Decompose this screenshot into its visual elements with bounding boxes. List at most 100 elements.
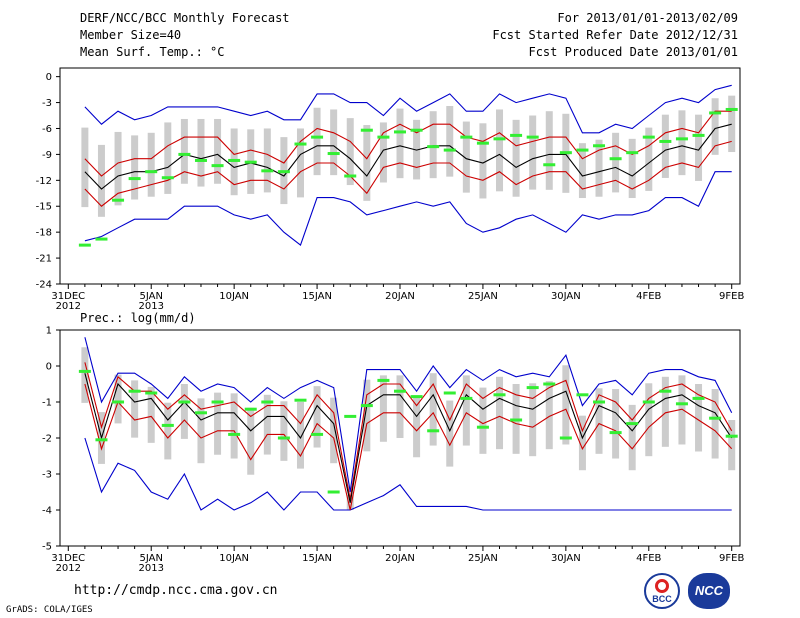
precip-x-tick-label: 9FEB	[719, 553, 744, 564]
precip-box-bar	[628, 404, 636, 471]
temp-obs-mark	[112, 198, 125, 202]
precip-box-bar	[330, 397, 338, 464]
precip-box-bar	[147, 386, 155, 443]
precip-obs-mark	[510, 418, 523, 422]
temp-min-line	[84, 171, 732, 247]
precip-obs-mark	[112, 400, 125, 404]
bcc-logo: BCC	[644, 573, 680, 609]
temp-box-bar	[479, 123, 487, 199]
temp-obs-mark	[394, 130, 406, 134]
temp-obs-mark	[593, 144, 606, 148]
precip-obs-mark	[344, 414, 357, 418]
fcst-started-date: Fcst Started Refer Date 2012/12/31	[492, 28, 738, 42]
precip-box-bar	[595, 388, 603, 454]
temp-obs-mark	[327, 152, 340, 156]
bcc-logo-text: BCC	[652, 594, 672, 604]
temp-box-bar	[379, 122, 387, 183]
precip-x-tick-label: 5JAN	[139, 553, 162, 564]
temp-box-bar	[147, 132, 155, 197]
temp-obs-mark	[228, 158, 241, 162]
precip-obs-mark	[609, 431, 622, 435]
precip-box-bar	[529, 383, 537, 457]
temp-obs-mark	[145, 170, 158, 174]
temp-obs-mark	[344, 174, 357, 178]
temp-x-tick-label: 15JAN	[302, 291, 332, 302]
precip-obs-mark	[294, 398, 307, 402]
temp-obs-mark	[460, 135, 473, 139]
precip-obs-mark	[709, 416, 722, 420]
temp-box-bar	[164, 122, 172, 194]
temp-obs-mark	[427, 145, 440, 149]
precip-box-bar	[413, 396, 421, 458]
precip-obs-mark	[211, 400, 224, 404]
temp-obs-mark	[360, 128, 373, 132]
precip-y-tick-label: 1	[46, 326, 52, 337]
precip-x-tick-label: 4FEB	[636, 553, 661, 564]
temp-box-bar	[728, 95, 736, 153]
precip-box-bar	[379, 375, 387, 442]
temp-x-tick-label: 10JAN	[219, 291, 249, 302]
temp-obs-mark	[261, 169, 274, 173]
fcst-produced-date: Fcst Produced Date 2013/01/01	[528, 45, 738, 59]
temp-obs-mark	[178, 152, 191, 156]
precip-box-bar	[214, 392, 222, 455]
temp-x-tick-label: 20JAN	[385, 291, 415, 302]
temp-box-bar	[346, 118, 354, 186]
precip-obs-mark	[576, 393, 589, 397]
temp-box-bar	[296, 128, 304, 198]
temp-obs-mark	[377, 135, 390, 139]
temp-obs-mark	[626, 151, 639, 155]
temp-box-bar	[446, 106, 454, 177]
temp-box-bar	[678, 110, 686, 176]
ncc-logo: NCC	[688, 573, 730, 609]
temp-box-bar	[695, 114, 703, 181]
temp-obs-mark	[493, 137, 506, 141]
temp-box-bar	[330, 109, 338, 176]
precip-obs-mark	[493, 393, 506, 397]
source-url[interactable]: http://cmdp.ncc.cma.gov.cn	[74, 583, 278, 598]
member-size-label: Member Size=40	[80, 28, 182, 42]
temp-box-bar	[197, 118, 205, 187]
precip-obs-mark	[178, 400, 191, 404]
temp-obs-mark	[78, 243, 91, 247]
precip-box-bar	[678, 375, 686, 445]
temp-x-tick-label: 30JAN	[551, 291, 581, 302]
precip-box-bar	[114, 374, 122, 424]
forecast-title: DERF/NCC/BCC Monthly Forecast	[80, 11, 290, 25]
precip-obs-mark	[410, 395, 423, 399]
temp-box-bar	[180, 118, 188, 184]
precip-obs-mark	[559, 436, 572, 440]
temp-obs-mark	[692, 133, 705, 137]
precip-obs-mark	[593, 400, 606, 404]
temp-box-bar	[496, 109, 504, 192]
variable-label: Mean Surf. Temp.: °C	[80, 45, 225, 59]
temp-y-tick-label: -3	[42, 98, 52, 109]
temp-box-bar	[429, 111, 437, 179]
temp-box-bar	[661, 114, 669, 178]
precip-box-bar	[728, 420, 736, 471]
precip-obs-mark	[161, 423, 174, 427]
temp-x-tick-label: 5JAN	[139, 291, 162, 302]
precip-obs-mark	[327, 490, 340, 494]
temp-obs-mark	[659, 139, 672, 143]
precip-box-bar	[462, 375, 470, 446]
precip-x-tick-label: 20JAN	[385, 553, 415, 564]
temp-mean-line	[84, 123, 732, 190]
temp-obs-mark	[675, 137, 688, 141]
precip-obs-mark	[427, 429, 440, 433]
temp-y-tick-label: -15	[36, 202, 52, 213]
forecast-period: For 2013/01/01-2013/02/09	[557, 11, 738, 25]
temp-obs-mark	[161, 176, 174, 180]
precip-x-tick-label: 15JAN	[302, 553, 332, 564]
temp-box-bar	[545, 111, 553, 190]
precip-obs-mark	[261, 400, 274, 404]
temp-x-year-label: 2012	[56, 301, 81, 312]
precip-obs-mark	[626, 422, 639, 426]
precip-y-tick-label: -1	[42, 398, 52, 409]
temp-y-tick-label: -6	[42, 124, 52, 135]
precip-box-bar	[396, 375, 404, 438]
precip-max-line	[84, 337, 733, 493]
precip-x-tick-label: 10JAN	[219, 553, 249, 564]
